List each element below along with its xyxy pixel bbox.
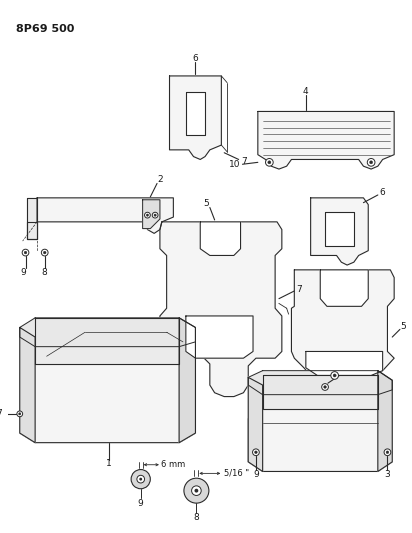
Polygon shape [143, 200, 160, 229]
Circle shape [322, 384, 328, 390]
Text: 9: 9 [138, 499, 144, 507]
Circle shape [265, 158, 273, 166]
Polygon shape [262, 375, 378, 409]
Circle shape [17, 411, 23, 417]
Text: 9: 9 [21, 268, 26, 277]
Polygon shape [20, 318, 195, 346]
Circle shape [255, 451, 257, 454]
Polygon shape [248, 370, 392, 394]
Text: 5: 5 [400, 322, 406, 331]
Polygon shape [306, 351, 383, 375]
Polygon shape [248, 377, 262, 472]
Polygon shape [37, 198, 173, 233]
Circle shape [43, 251, 46, 254]
Polygon shape [160, 222, 282, 397]
Polygon shape [311, 198, 368, 265]
Circle shape [384, 449, 391, 456]
Polygon shape [200, 222, 241, 255]
Circle shape [253, 449, 259, 456]
Polygon shape [28, 222, 37, 239]
Text: 7: 7 [296, 285, 302, 294]
Text: 2: 2 [157, 175, 163, 184]
Text: 8P69 500: 8P69 500 [16, 24, 74, 34]
Polygon shape [325, 212, 354, 246]
Circle shape [333, 374, 336, 377]
Circle shape [194, 489, 198, 492]
Polygon shape [35, 318, 179, 364]
Polygon shape [20, 327, 35, 443]
Text: 10: 10 [229, 160, 241, 169]
Text: 1: 1 [106, 459, 112, 469]
Polygon shape [169, 76, 221, 159]
Circle shape [24, 251, 27, 254]
Polygon shape [320, 270, 368, 306]
Circle shape [146, 214, 149, 216]
Polygon shape [20, 364, 195, 443]
Circle shape [152, 212, 158, 218]
Text: 6: 6 [380, 188, 386, 197]
Polygon shape [291, 270, 394, 406]
Circle shape [137, 475, 145, 483]
Polygon shape [248, 409, 392, 472]
Text: 8: 8 [42, 268, 48, 277]
Polygon shape [28, 198, 37, 239]
Circle shape [324, 386, 326, 389]
Circle shape [19, 413, 21, 415]
Polygon shape [179, 318, 195, 443]
Text: 8: 8 [342, 368, 347, 377]
Circle shape [131, 470, 150, 489]
Text: 5: 5 [203, 199, 209, 208]
Text: 8: 8 [194, 513, 199, 522]
Text: 4: 4 [303, 87, 309, 96]
Circle shape [154, 214, 156, 216]
Text: 3: 3 [384, 470, 390, 479]
Polygon shape [186, 316, 253, 358]
Circle shape [268, 161, 271, 164]
Text: 8: 8 [332, 393, 337, 402]
Text: 9: 9 [253, 470, 259, 479]
Circle shape [192, 486, 201, 496]
Circle shape [41, 249, 48, 256]
Polygon shape [258, 111, 394, 169]
Circle shape [367, 158, 375, 166]
Text: 7: 7 [0, 409, 2, 418]
Text: 5/16 ": 5/16 " [224, 469, 249, 478]
Text: 6 mm: 6 mm [161, 460, 185, 469]
Text: 6: 6 [192, 54, 198, 63]
Circle shape [145, 212, 150, 218]
Text: 7: 7 [241, 157, 247, 166]
Circle shape [139, 478, 142, 481]
Polygon shape [186, 92, 205, 135]
Circle shape [386, 451, 389, 454]
Polygon shape [378, 370, 392, 472]
Circle shape [184, 478, 209, 503]
Circle shape [370, 161, 373, 164]
Circle shape [331, 372, 339, 379]
Circle shape [22, 249, 29, 256]
